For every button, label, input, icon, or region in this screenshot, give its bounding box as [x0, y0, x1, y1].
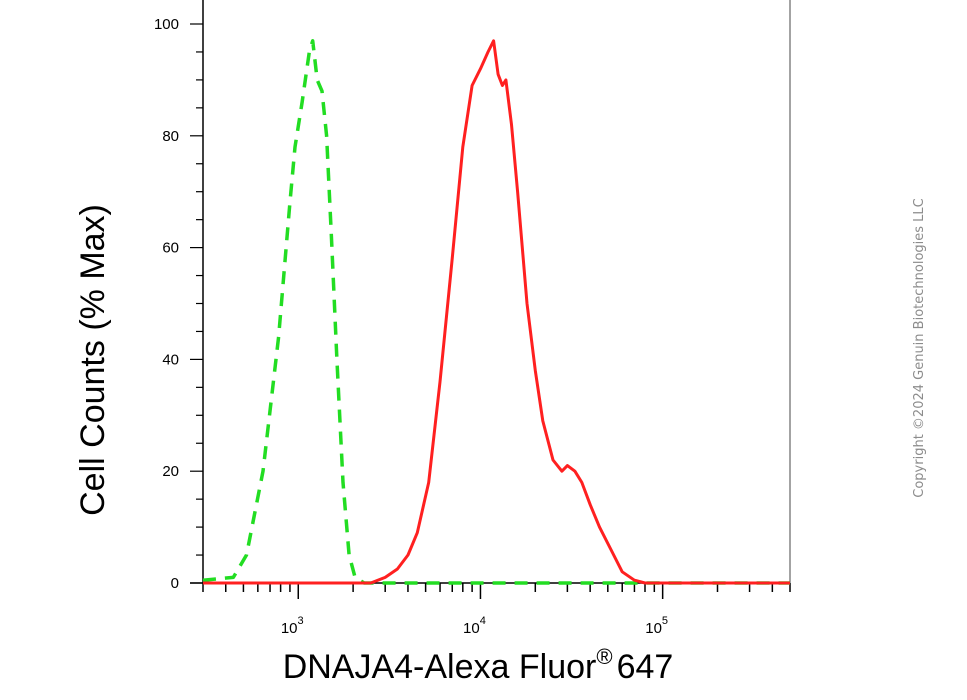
y-tick-label: 0 — [171, 575, 179, 592]
plot-frame — [190, 0, 791, 584]
x-axis-title-registered-mark: ® — [596, 644, 612, 669]
y-tick-label: 20 — [162, 463, 179, 480]
y-axis-title: Cell Counts (% Max) — [74, 204, 112, 516]
x-axis-title: DNAJA4-Alexa Fluor® 647 — [283, 644, 674, 686]
x-axis: 103 104 105 — [202, 583, 791, 637]
y-axis: 0 20 40 60 80 100 — [154, 16, 203, 592]
x-axis-title-main: DNAJA4-Alexa Fluor — [283, 648, 597, 686]
y-tick-label: 60 — [162, 240, 179, 257]
x-axis-title-suffix: 647 — [617, 648, 674, 686]
series-layer — [202, 39, 790, 585]
y-tick-label: 40 — [162, 351, 179, 368]
isotype-control-curve — [202, 39, 790, 585]
y-tick-label: 100 — [154, 16, 179, 33]
sample-curve — [203, 39, 790, 585]
copyright-text: Copyright ©2024 Genuin Biotechnologies L… — [912, 198, 927, 497]
y-tick-label: 80 — [162, 128, 179, 145]
x-tick-label: 103 — [281, 615, 304, 637]
x-tick-label: 105 — [645, 615, 668, 637]
x-tick-label: 104 — [463, 615, 486, 637]
